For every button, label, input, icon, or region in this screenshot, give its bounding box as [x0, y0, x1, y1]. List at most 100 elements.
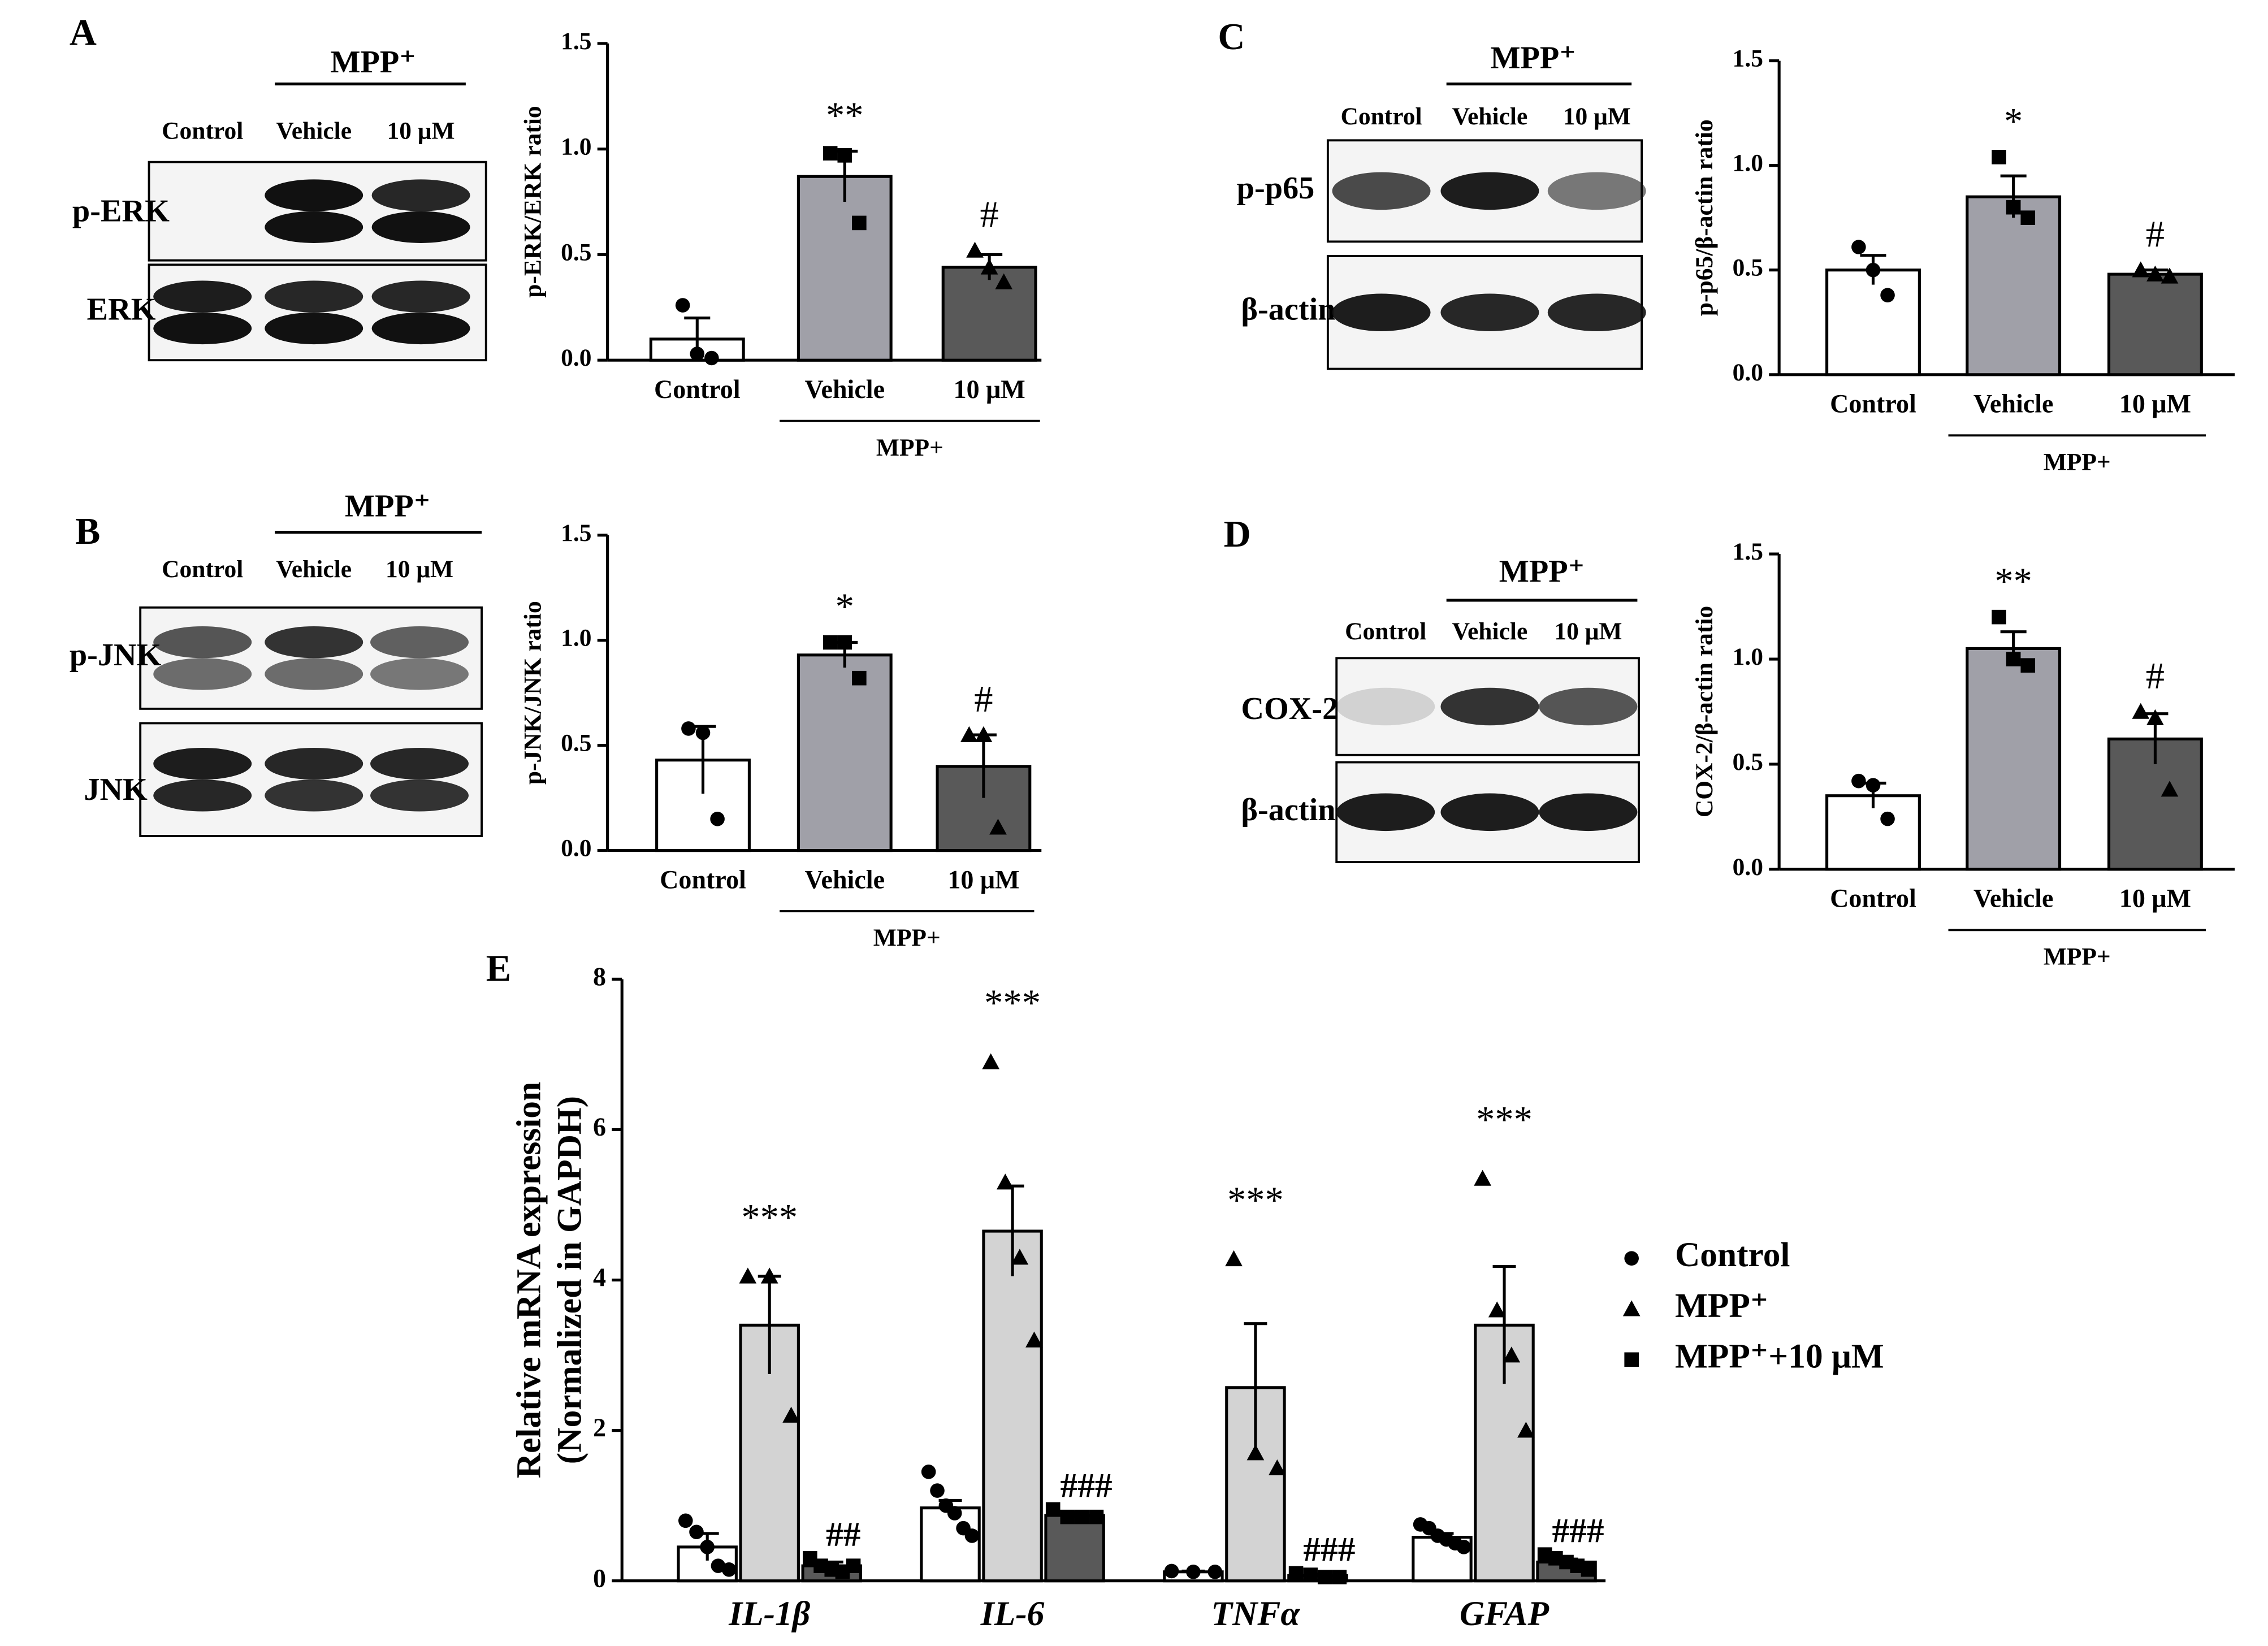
data-point	[846, 1558, 861, 1573]
y-tick-label: 6	[593, 1112, 606, 1141]
data-point	[1992, 150, 2006, 164]
data-point	[1851, 240, 1866, 254]
x-tick-label: 10 μM	[947, 865, 1019, 894]
group-label: MPP+	[876, 434, 943, 461]
band	[370, 658, 469, 690]
data-point	[1581, 1562, 1596, 1577]
bar	[797, 653, 893, 852]
y-axis-label: Relative mRNA expression	[510, 1082, 548, 1478]
data-point	[739, 1267, 757, 1284]
panel-letter: B	[75, 511, 100, 552]
y-axis-label: (Normalized in GAPDH)	[550, 1096, 588, 1464]
data-point	[1045, 1502, 1061, 1517]
lane-label: Control	[1340, 103, 1422, 130]
bar	[1966, 195, 2062, 376]
data-point	[1075, 1509, 1089, 1524]
data-point	[837, 635, 852, 650]
data-point	[1225, 1250, 1243, 1267]
y-axis-label: p-JNK/JNK ratio	[520, 601, 547, 785]
lane-label: Vehicle	[276, 556, 352, 583]
data-point	[921, 1465, 936, 1479]
lane-label: 10 μM	[1563, 103, 1631, 130]
group-label: MPP+	[873, 924, 941, 951]
data-point	[989, 818, 1007, 835]
band	[153, 626, 252, 659]
y-tick-label: 1.0	[561, 625, 591, 652]
y-tick-label: 8	[593, 962, 606, 991]
y-axis-label: p-p65/β-actin ratio	[1691, 119, 1718, 316]
data-point	[1624, 1352, 1639, 1367]
y-tick-label: 1.5	[1733, 538, 1763, 565]
annotation: ###	[1061, 1467, 1113, 1505]
group-label: MPP+	[2044, 448, 2111, 475]
y-tick-label: 0.5	[1733, 748, 1763, 776]
data-point	[681, 721, 696, 736]
band	[153, 312, 252, 345]
data-point	[711, 1558, 726, 1573]
x-tick-label: Vehicle	[804, 865, 885, 894]
x-tick-label: GFAP	[1460, 1595, 1549, 1633]
blot-frame	[148, 263, 487, 362]
row-label: p-JNK	[70, 638, 162, 673]
data-point	[1060, 1509, 1075, 1524]
data-point	[996, 1173, 1014, 1190]
data-point	[1456, 1540, 1471, 1554]
lane-label: 10 μM	[387, 117, 455, 144]
data-point	[823, 635, 838, 650]
data-point	[1303, 1567, 1318, 1582]
data-point	[710, 812, 725, 826]
y-tick-label: 1.0	[1733, 643, 1763, 670]
row-label: β-actin	[1241, 792, 1335, 828]
y-tick-label: 0.5	[561, 730, 591, 757]
data-point	[930, 1483, 945, 1498]
data-point	[1288, 1566, 1304, 1581]
band	[1440, 172, 1539, 210]
x-tick-label: Vehicle	[1973, 884, 2054, 913]
bar	[1966, 647, 2062, 871]
data-point	[1025, 1331, 1043, 1348]
annotation: #	[2146, 656, 2165, 697]
data-point	[2006, 200, 2021, 215]
data-point	[760, 1267, 778, 1284]
data-point	[1622, 1300, 1641, 1316]
data-point	[2020, 210, 2036, 225]
y-tick-label: 1.0	[1733, 150, 1763, 177]
data-point	[690, 346, 705, 361]
lane-label: Vehicle	[1452, 618, 1528, 645]
blot-header: MPP⁺	[1499, 554, 1585, 589]
band	[265, 626, 363, 659]
data-point	[1488, 1301, 1506, 1318]
data-point	[689, 1524, 704, 1540]
data-point	[1186, 1564, 1201, 1579]
annotation: #	[2146, 214, 2165, 255]
legend-label: Control	[1675, 1236, 1790, 1274]
legend-label: MPP⁺	[1675, 1287, 1768, 1325]
blot-frame	[139, 722, 483, 837]
y-tick-label: 1.5	[561, 28, 591, 55]
y-tick-label: 0.0	[1733, 359, 1763, 386]
data-point	[1268, 1459, 1286, 1475]
y-tick-label: 4	[593, 1263, 606, 1292]
band	[265, 658, 363, 690]
data-point	[995, 273, 1013, 289]
y-tick-label: 0.0	[561, 835, 591, 862]
data-point	[695, 725, 711, 740]
lane-label: 10 μM	[1554, 618, 1622, 645]
row-label: JNK	[84, 772, 148, 807]
data-point	[2132, 703, 2150, 719]
band	[1440, 293, 1539, 332]
bar	[2107, 272, 2203, 376]
data-point	[982, 1053, 1000, 1069]
data-point	[852, 215, 867, 231]
y-tick-label: 1.5	[561, 519, 591, 547]
data-point	[1011, 1249, 1029, 1265]
data-point	[2146, 265, 2164, 281]
y-tick-label: 0.5	[1733, 254, 1763, 281]
y-tick-label: 1.0	[561, 133, 591, 161]
data-point	[2020, 658, 2036, 673]
data-point	[960, 726, 978, 742]
data-point	[2006, 652, 2021, 666]
blot-frame	[148, 161, 487, 262]
data-point	[1851, 773, 1866, 789]
data-point	[1880, 811, 1895, 826]
